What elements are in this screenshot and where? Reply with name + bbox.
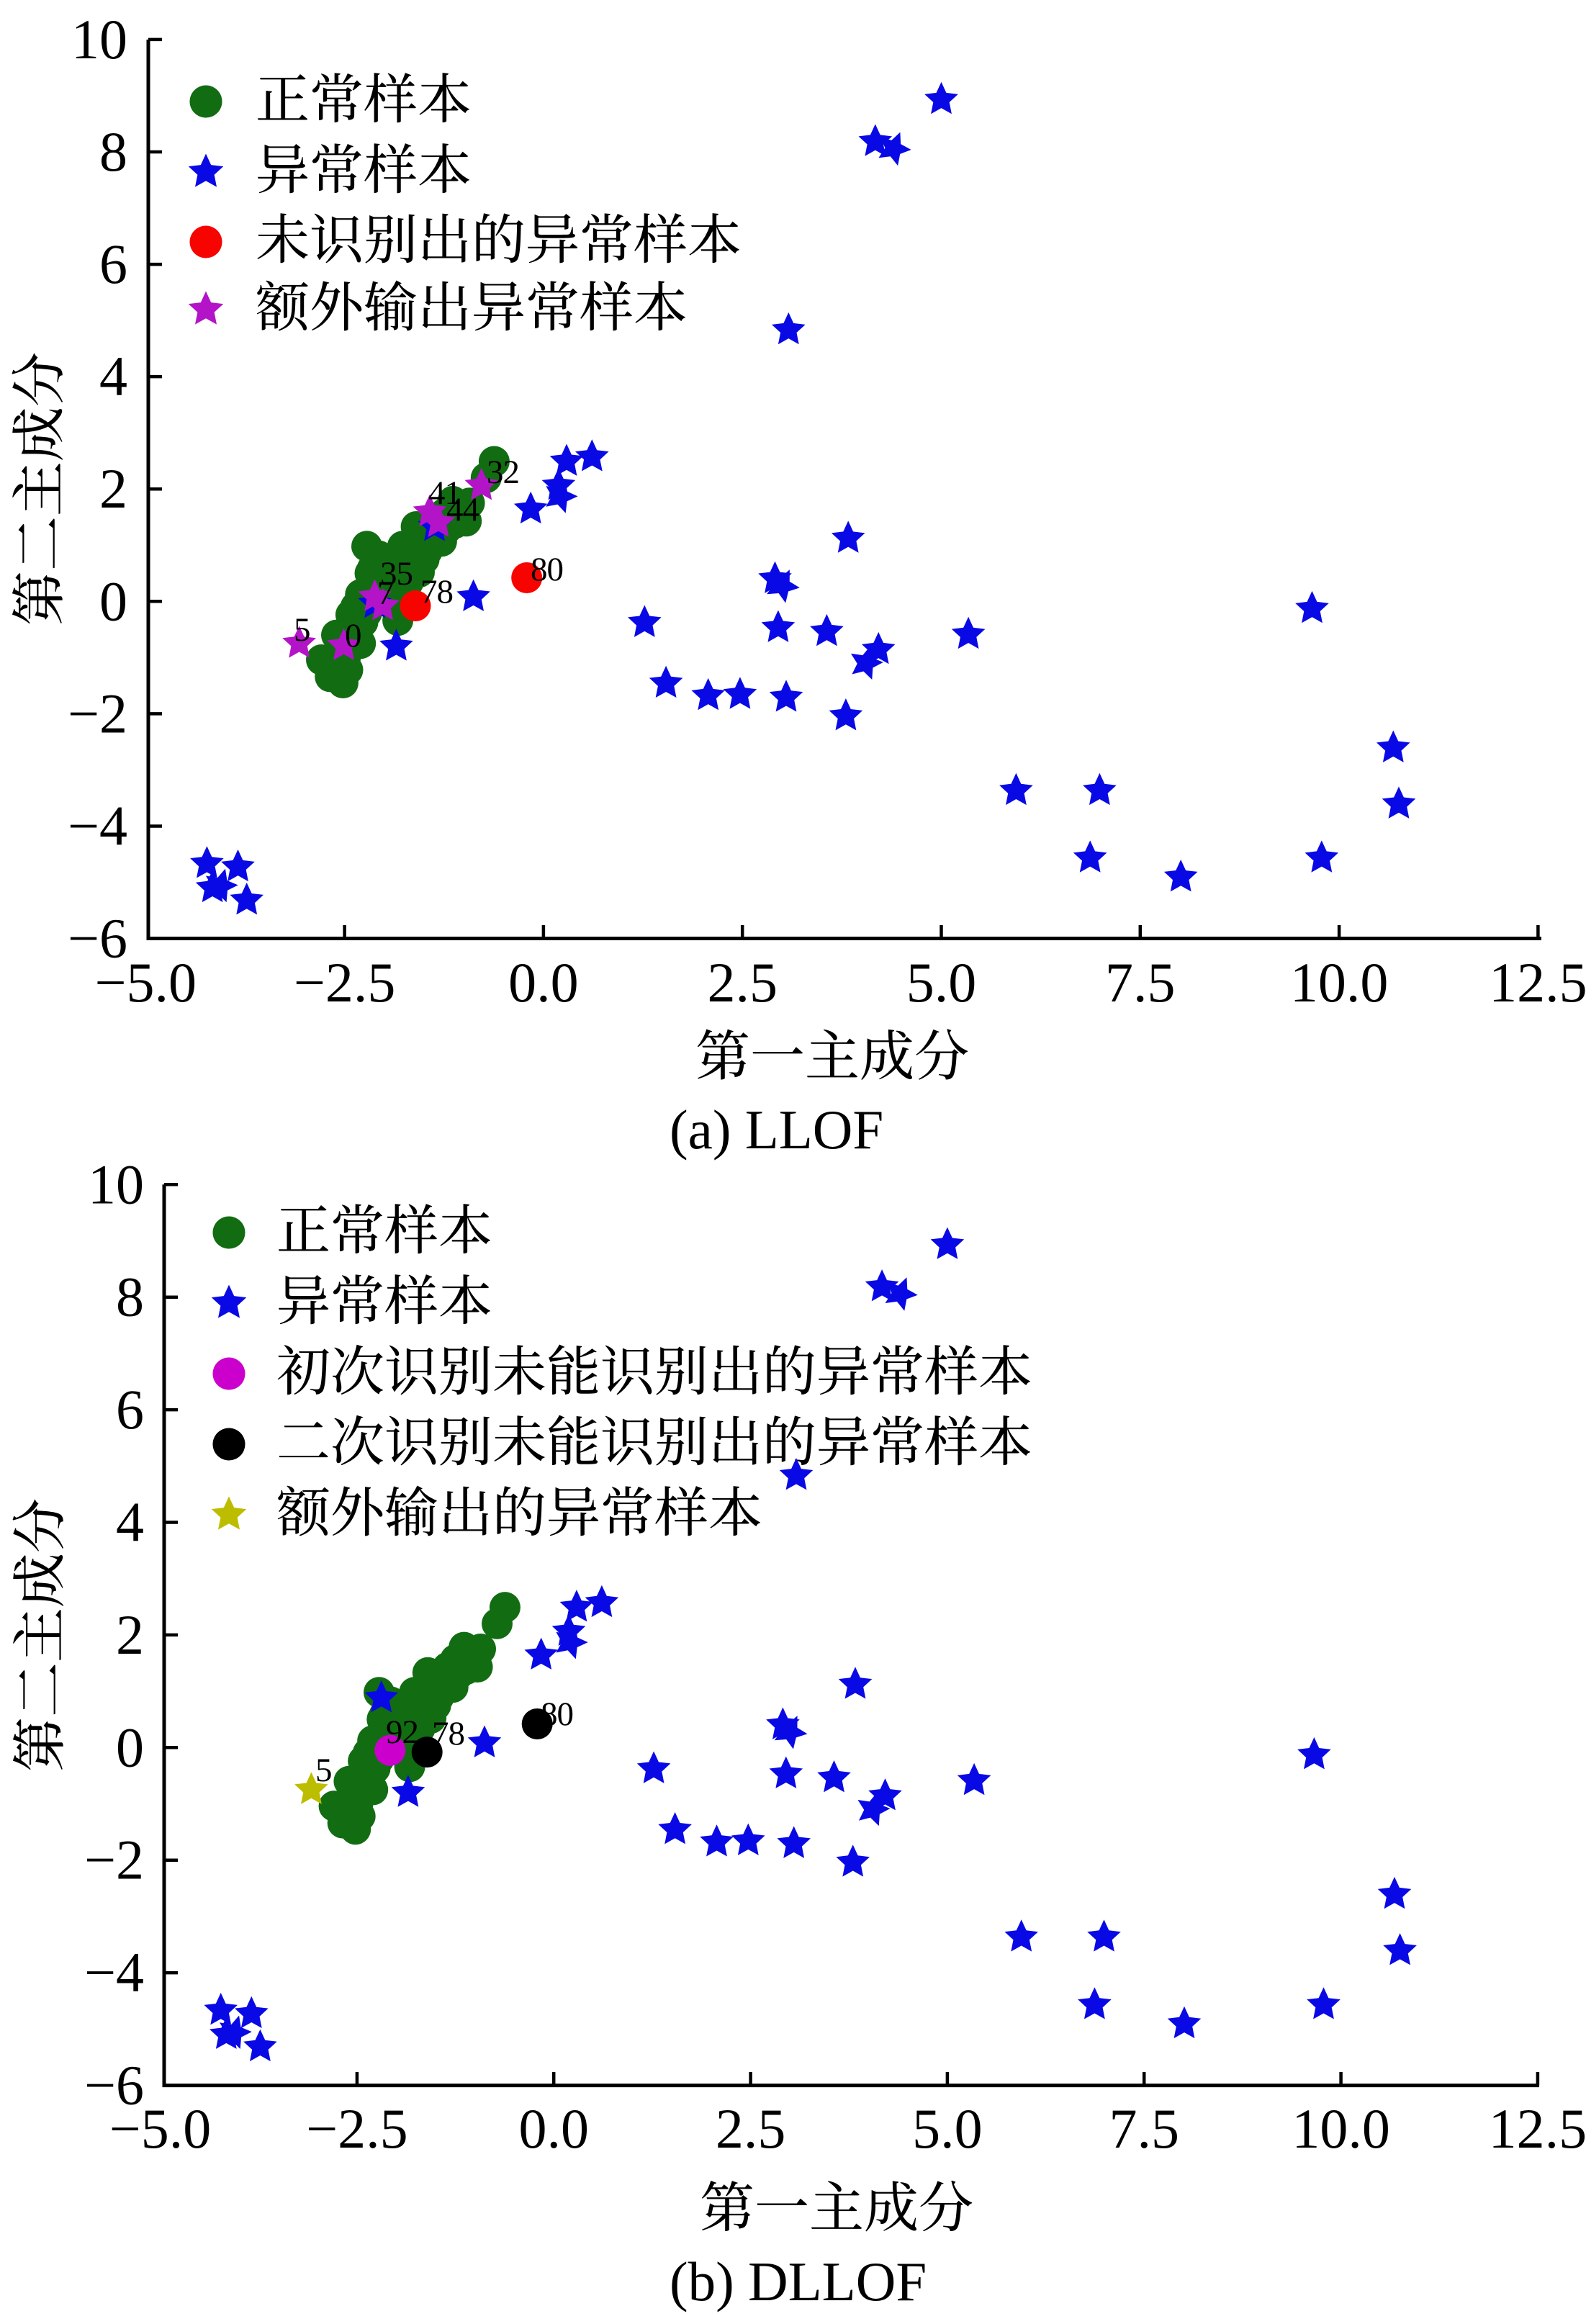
svg-text:10: 10: [71, 8, 127, 71]
svg-text:8: 8: [99, 120, 127, 183]
svg-text:10: 10: [88, 1153, 144, 1215]
svg-text:0: 0: [116, 1716, 144, 1778]
svg-text:(b) DLLOF: (b) DLLOF: [670, 2251, 927, 2312]
svg-text:−2: −2: [84, 1829, 144, 1891]
svg-text:12.5: 12.5: [1489, 951, 1586, 1014]
svg-text:0: 0: [99, 569, 127, 632]
svg-text:80: 80: [541, 1695, 573, 1733]
svg-text:44: 44: [446, 491, 479, 528]
svg-text:4: 4: [116, 1491, 144, 1554]
svg-text:80: 80: [531, 551, 563, 588]
svg-text:−2: −2: [68, 682, 127, 744]
svg-text:7: 7: [377, 575, 394, 612]
svg-text:2.5: 2.5: [707, 951, 778, 1014]
svg-text:12.5: 12.5: [1489, 2097, 1586, 2160]
svg-text:−5.0: −5.0: [95, 951, 197, 1014]
svg-text:−2.5: −2.5: [306, 2097, 408, 2160]
svg-text:6: 6: [116, 1378, 144, 1441]
svg-text:5: 5: [294, 611, 310, 649]
svg-text:0: 0: [345, 617, 361, 654]
svg-text:32: 32: [487, 454, 519, 491]
svg-text:2.5: 2.5: [716, 2097, 786, 2160]
svg-text:(a) LLOF: (a) LLOF: [670, 1099, 883, 1161]
svg-text:78: 78: [420, 573, 453, 611]
svg-text:2: 2: [99, 457, 127, 520]
svg-text:4: 4: [99, 345, 127, 407]
svg-text:−6: −6: [84, 2054, 144, 2117]
svg-text:−4: −4: [68, 795, 127, 857]
svg-text:78: 78: [432, 1715, 464, 1752]
svg-text:−4: −4: [84, 1941, 144, 2004]
svg-text:7.5: 7.5: [1105, 951, 1176, 1014]
svg-text:35: 35: [380, 555, 413, 593]
svg-text:−6: −6: [68, 907, 127, 970]
svg-text:−2.5: −2.5: [294, 951, 396, 1014]
svg-text:5.0: 5.0: [912, 2097, 983, 2160]
svg-text:10.0: 10.0: [1292, 2097, 1390, 2160]
svg-text:6: 6: [99, 233, 127, 295]
svg-text:−5.0: −5.0: [109, 2097, 212, 2160]
svg-text:92: 92: [386, 1713, 418, 1751]
svg-text:2: 2: [116, 1603, 144, 1666]
svg-text:0.0: 0.0: [518, 2097, 589, 2160]
svg-text:0.0: 0.0: [508, 951, 579, 1014]
svg-text:8: 8: [116, 1266, 144, 1328]
svg-text:10.0: 10.0: [1290, 951, 1389, 1014]
svg-text:7.5: 7.5: [1109, 2097, 1179, 2160]
svg-text:41: 41: [428, 474, 461, 512]
svg-text:5: 5: [315, 1752, 332, 1789]
svg-text:5.0: 5.0: [906, 951, 977, 1014]
